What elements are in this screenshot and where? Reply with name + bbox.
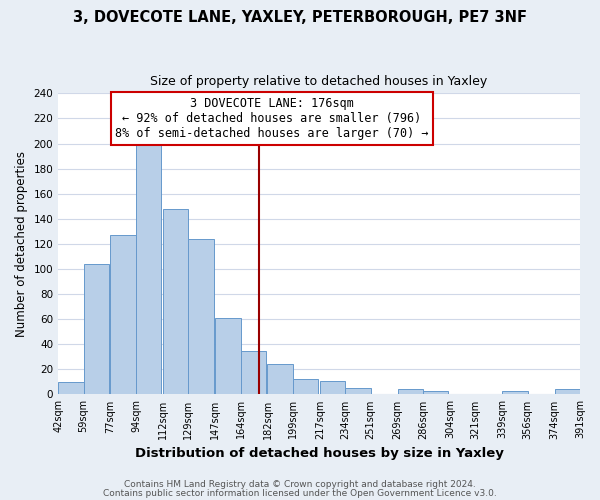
Bar xyxy=(58,382,83,394)
Bar xyxy=(188,239,214,394)
X-axis label: Distribution of detached houses by size in Yaxley: Distribution of detached houses by size … xyxy=(134,447,503,460)
Text: Contains HM Land Registry data © Crown copyright and database right 2024.: Contains HM Land Registry data © Crown c… xyxy=(124,480,476,489)
Y-axis label: Number of detached properties: Number of detached properties xyxy=(15,151,28,337)
Text: 3 DOVECOTE LANE: 176sqm
← 92% of detached houses are smaller (796)
8% of semi-de: 3 DOVECOTE LANE: 176sqm ← 92% of detache… xyxy=(115,97,429,140)
Text: 3, DOVECOTE LANE, YAXLEY, PETERBOROUGH, PE7 3NF: 3, DOVECOTE LANE, YAXLEY, PETERBOROUGH, … xyxy=(73,10,527,25)
Title: Size of property relative to detached houses in Yaxley: Size of property relative to detached ho… xyxy=(151,75,488,88)
Bar xyxy=(163,209,188,394)
Bar xyxy=(293,380,319,394)
Bar xyxy=(345,388,371,394)
Bar xyxy=(554,390,580,394)
Bar xyxy=(423,390,448,394)
Bar xyxy=(320,380,345,394)
Bar xyxy=(215,318,241,394)
Bar xyxy=(268,364,293,394)
Bar xyxy=(398,390,423,394)
Bar xyxy=(241,350,266,395)
Text: Contains public sector information licensed under the Open Government Licence v3: Contains public sector information licen… xyxy=(103,488,497,498)
Bar xyxy=(502,390,527,394)
Bar xyxy=(136,145,161,394)
Bar xyxy=(83,264,109,394)
Bar xyxy=(110,235,136,394)
